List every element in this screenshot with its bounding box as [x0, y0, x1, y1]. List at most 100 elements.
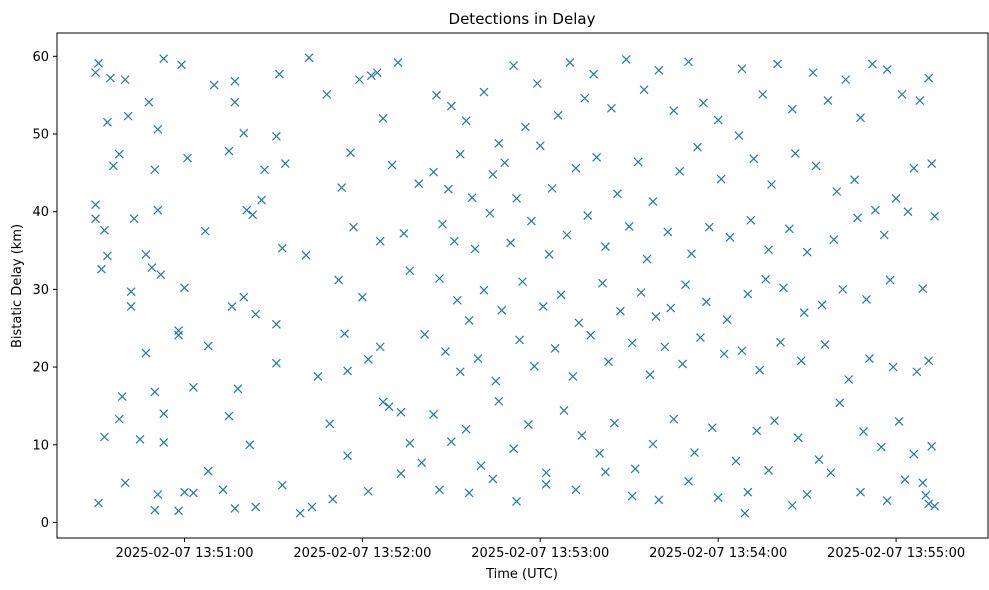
data-point-marker: [91, 200, 100, 210]
data-point-marker: [778, 283, 788, 293]
data-point-marker: [150, 387, 160, 397]
y-tick-label: 20: [32, 361, 49, 376]
data-point-marker: [473, 354, 483, 363]
data-point-marker: [271, 358, 281, 368]
data-point-marker: [856, 487, 865, 497]
data-point-marker: [188, 488, 198, 498]
data-point-marker: [491, 376, 501, 386]
data-point-marker: [102, 251, 112, 261]
data-point-marker: [921, 490, 931, 500]
data-point-marker: [277, 243, 287, 253]
data-point-marker: [515, 335, 524, 345]
data-point-marker: [446, 437, 456, 447]
data-point-marker: [440, 347, 450, 356]
data-point-marker: [497, 305, 507, 315]
data-point-marker: [737, 64, 747, 74]
data-point-marker: [607, 103, 616, 113]
data-point-marker: [707, 423, 717, 433]
data-point-marker: [159, 438, 169, 447]
data-point-marker: [114, 149, 124, 159]
data-point-marker: [669, 414, 679, 424]
data-point-marker: [790, 148, 800, 158]
data-point-marker: [224, 411, 234, 421]
data-point-marker: [862, 295, 871, 304]
data-point-marker: [850, 175, 860, 185]
data-point-marker: [464, 316, 474, 325]
y-tick-label: 0: [41, 516, 49, 531]
data-point-marker: [927, 441, 937, 451]
data-point-marker: [417, 458, 427, 468]
data-point-marker: [713, 493, 723, 503]
data-point-marker: [94, 498, 103, 508]
data-point-marker: [150, 505, 160, 515]
data-point-marker: [571, 485, 581, 495]
data-point-marker: [180, 487, 189, 497]
data-point-marker: [832, 187, 842, 196]
data-point-marker: [535, 141, 545, 151]
data-point-marker: [924, 499, 934, 509]
data-point-marker: [363, 354, 373, 364]
y-axis-label: Bistatic Delay (km): [10, 224, 25, 348]
data-point-marker: [233, 384, 243, 394]
data-point-marker: [811, 161, 821, 171]
data-point-marker: [802, 490, 812, 499]
data-point-marker: [438, 219, 447, 229]
data-point-marker: [844, 375, 854, 384]
data-point-marker: [867, 59, 877, 69]
data-point-marker: [274, 69, 284, 79]
data-point-marker: [541, 479, 551, 489]
data-point-marker: [346, 148, 355, 158]
data-point-marker: [601, 242, 610, 252]
data-point-marker: [930, 501, 940, 511]
data-point-marker: [642, 254, 652, 264]
data-point-marker: [245, 440, 255, 450]
data-point-marker: [556, 290, 566, 300]
data-point-marker: [435, 485, 444, 495]
data-point-marker: [420, 330, 430, 339]
data-point-marker: [690, 448, 699, 457]
data-point-marker: [574, 318, 584, 328]
data-point-marker: [615, 306, 625, 316]
y-tick-label: 40: [32, 205, 49, 220]
data-point-marker: [743, 487, 753, 497]
data-point-marker: [239, 128, 249, 138]
data-point-marker: [553, 110, 563, 120]
data-point-marker: [627, 491, 637, 501]
data-point-marker: [509, 61, 519, 71]
data-point-marker: [159, 54, 169, 64]
data-point-marker: [764, 245, 774, 255]
data-point-marker: [242, 205, 252, 215]
data-point-marker: [470, 244, 480, 254]
data-point-marker: [435, 274, 444, 283]
data-point-marker: [897, 89, 907, 99]
data-point-marker: [120, 478, 130, 488]
data-point-marker: [722, 315, 732, 325]
data-point-marker: [393, 58, 403, 67]
data-point-marker: [399, 229, 409, 238]
data-point-marker: [429, 167, 438, 177]
data-point-marker: [446, 101, 456, 111]
data-point-marker: [509, 444, 519, 454]
data-point-marker: [260, 165, 269, 175]
data-point-marker: [485, 208, 495, 218]
data-point-marker: [912, 367, 922, 377]
data-point-marker: [129, 214, 139, 224]
data-point-marker: [429, 410, 438, 419]
data-point-marker: [595, 448, 605, 458]
data-point-marker: [494, 396, 504, 406]
data-point-marker: [930, 211, 940, 221]
data-point-marker: [601, 467, 610, 477]
data-point-marker: [322, 89, 332, 99]
x-axis-label: Time (UTC): [485, 567, 558, 582]
data-point-marker: [108, 161, 118, 171]
data-point-marker: [927, 159, 937, 168]
data-point-marker: [328, 494, 338, 504]
data-point-marker: [725, 232, 735, 242]
data-point-marker: [704, 222, 714, 232]
data-point-marker: [387, 160, 397, 170]
data-point-marker: [802, 247, 812, 257]
data-point-marker: [313, 371, 323, 381]
data-point-marker: [363, 486, 373, 496]
data-point-marker: [301, 250, 311, 260]
x-tick-label: 2025-02-07 13:53:00: [471, 546, 609, 561]
